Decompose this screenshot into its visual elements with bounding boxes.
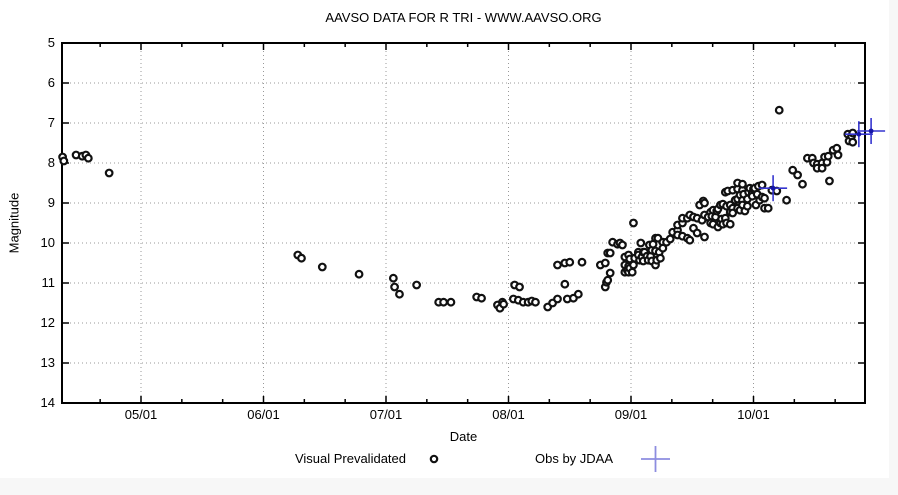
data-point-visual [83,153,93,163]
x-tick-label: 10/01 [737,407,770,422]
data-point-visual [600,258,610,268]
data-point-visual [577,257,587,267]
data-point-visual [553,260,562,270]
data-point-jdaa-center [868,128,874,134]
data-point-visual [395,289,404,299]
data-point-visual [499,299,509,309]
data-point-visual [700,232,709,242]
data-point-visual [760,193,769,203]
data-point-visual [636,238,646,248]
data-point-visual [412,280,422,290]
y-tick-label: 6 [47,75,55,90]
data-point-visual [685,235,695,245]
data-point-visual [782,195,791,205]
data-point-visual [560,279,570,289]
data-point-visual [700,198,709,208]
x-tick-label: 09/01 [614,407,648,422]
data-point-jdaa-center [770,185,776,191]
data-point-visual [515,282,524,292]
y-tick-label: 5 [47,35,55,50]
data-point-visual [629,218,638,228]
data-point-visual [317,262,327,272]
data-point-visual [439,297,448,307]
data-point-visual [658,243,668,253]
y-tick-label: 7 [47,115,55,130]
data-point-visual [59,156,69,166]
data-point-visual [832,143,842,153]
data-point-visual [665,234,675,244]
y-tick-label: 12 [40,315,55,330]
data-point-visual [823,151,833,161]
data-point-visual [817,163,827,173]
plus-legend-icon [641,446,670,472]
plot-border [61,42,866,404]
data-point-visual [629,260,638,270]
data-point-visual [725,219,735,229]
data-point-visual [297,253,306,263]
x-tick-label: 07/01 [369,407,403,422]
data-point-visual [825,176,834,186]
data-point-visual [553,294,562,304]
data-point-visual [603,275,613,285]
data-point-visual [656,253,665,263]
data-point-visual [565,257,575,267]
data-point-visual [774,105,784,115]
y-axis-label: Magnitude [6,192,22,254]
x-tick-label: 06/01 [247,407,280,422]
data-point-visual [848,128,858,138]
legend-label-visual-prevalidated: Visual Prevalidated [294,451,406,466]
bottom-margin-strip [0,478,898,495]
chart-title: AAVSO DATA FOR R TRI - WWW.AAVSO.ORG [325,10,602,25]
data-point-visual [573,289,583,299]
data-point-visual [728,208,738,218]
data-point-visual [848,137,858,147]
data-point-visual [388,273,398,283]
x-tick-label: 05/01 [124,407,158,422]
data-point-visual [692,228,702,238]
y-tick-label: 14 [40,395,55,410]
x-tick-label: 08/01 [492,407,525,422]
data-point-visual [793,170,802,180]
y-tick-label: 8 [47,155,55,170]
data-point-visual [605,248,615,258]
data-point-visual [446,297,456,307]
data-point-visual [757,180,767,190]
y-tick-label: 13 [40,355,55,370]
data-point-visual [390,282,399,292]
legend-label-obs-by-jdaa: Obs by JDAA [535,451,614,466]
open-circle-legend-icon [429,454,439,464]
data-point-visual [833,150,843,160]
right-margin-strip [889,0,898,495]
y-tick-label: 11 [41,275,56,290]
data-point-visual [477,293,486,303]
data-point-visual [763,203,773,213]
data-point-visual [618,240,627,250]
data-point-visual [354,269,364,279]
data-point-visual [627,267,637,277]
data-point-visual [742,201,752,211]
data-point-visual [738,179,747,189]
data-point-visual [605,268,615,278]
y-tick-label: 10 [40,235,55,250]
data-point-visual [798,179,807,189]
data-point-visual [788,165,798,175]
y-tick-label: 9 [47,195,55,210]
data-point-visual [531,297,540,307]
data-point-visual [104,168,114,178]
x-axis-label: Date [449,429,478,444]
data-point-jdaa-center [856,131,862,137]
